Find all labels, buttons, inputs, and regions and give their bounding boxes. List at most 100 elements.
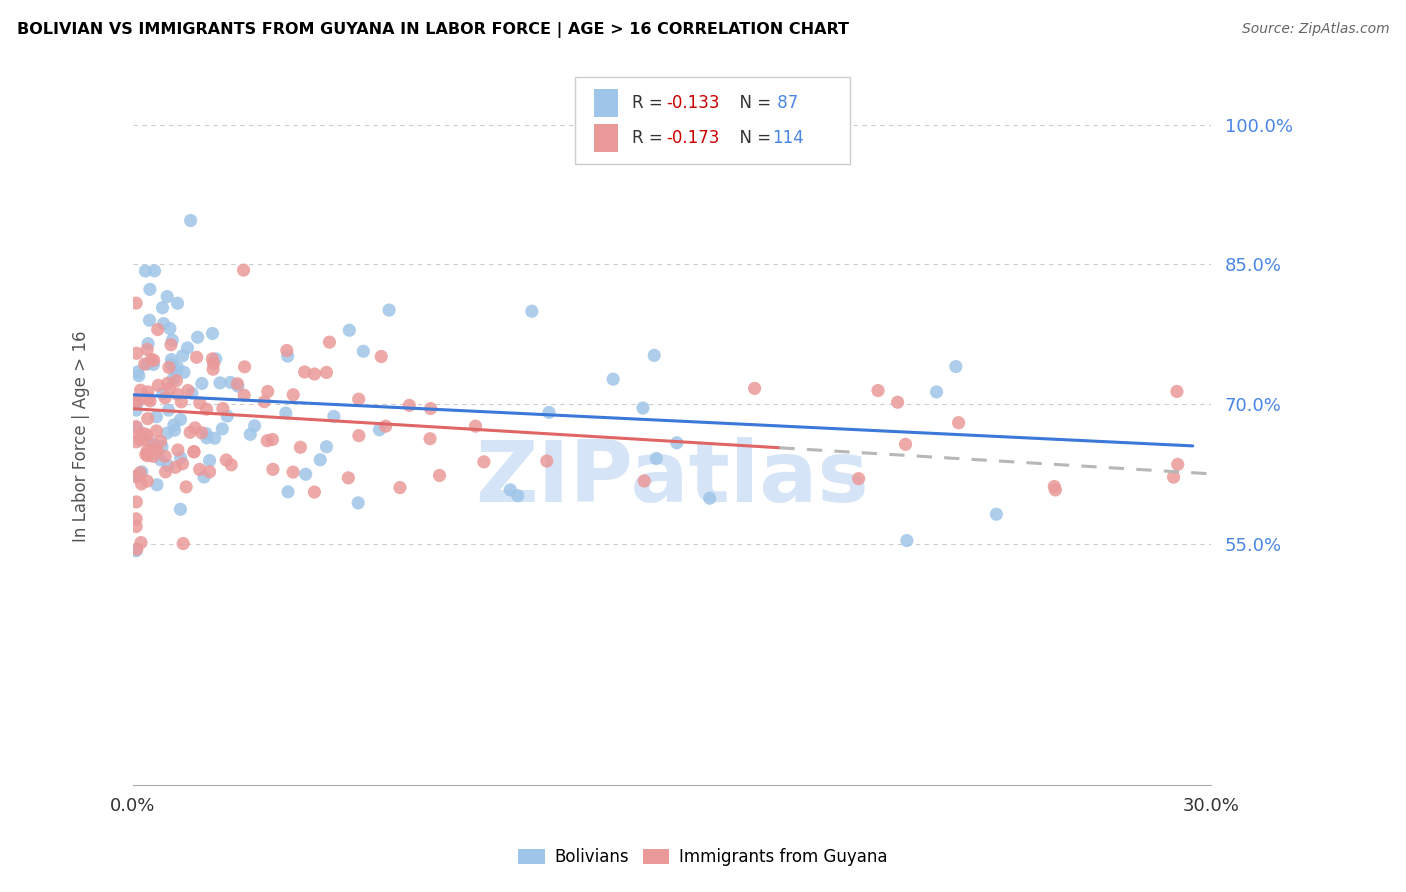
Point: [146, 477, 169, 491]
Point: [290, 440, 312, 454]
Point: [173, 365, 195, 379]
Point: [217, 409, 239, 423]
Point: [139, 393, 162, 408]
Point: [125, 296, 148, 310]
Point: [665, 435, 688, 450]
Point: [150, 440, 173, 454]
Point: [125, 403, 148, 417]
Point: [232, 263, 254, 277]
Point: [294, 467, 316, 482]
Point: [1166, 384, 1188, 399]
Point: [129, 383, 152, 397]
Point: [139, 282, 162, 296]
Point: [633, 474, 655, 488]
Point: [166, 387, 188, 401]
Point: [177, 384, 200, 398]
Point: [283, 388, 305, 402]
Point: [165, 374, 187, 388]
Point: [146, 443, 169, 458]
FancyBboxPatch shape: [593, 124, 617, 152]
Point: [304, 485, 326, 500]
Point: [145, 424, 167, 438]
Point: [195, 402, 218, 417]
Point: [337, 323, 360, 337]
Point: [499, 483, 522, 497]
Point: [157, 458, 180, 473]
Point: [219, 458, 242, 472]
Text: BOLIVIAN VS IMMIGRANTS FROM GUYANA IN LABOR FORCE | AGE > 16 CORRELATION CHART: BOLIVIAN VS IMMIGRANTS FROM GUYANA IN LA…: [17, 22, 849, 38]
Point: [157, 360, 180, 375]
Point: [195, 431, 218, 445]
Point: [136, 357, 159, 371]
Point: [211, 422, 233, 436]
Point: [419, 432, 441, 446]
Point: [253, 394, 276, 409]
Point: [127, 393, 149, 408]
Point: [142, 436, 165, 450]
Point: [143, 264, 166, 278]
Text: N =: N =: [728, 129, 776, 147]
Point: [204, 351, 226, 366]
Point: [1163, 470, 1185, 484]
Point: [167, 442, 190, 457]
Text: N =: N =: [728, 94, 776, 112]
Point: [146, 322, 169, 336]
Point: [201, 351, 224, 366]
Point: [945, 359, 967, 374]
Point: [472, 455, 495, 469]
Point: [135, 448, 157, 462]
Point: [188, 396, 211, 410]
Point: [127, 365, 149, 379]
Point: [226, 379, 249, 393]
Point: [398, 398, 420, 412]
Point: [309, 452, 332, 467]
Point: [136, 336, 159, 351]
Point: [1045, 483, 1067, 497]
Point: [180, 213, 202, 227]
Point: [184, 421, 207, 435]
Point: [198, 453, 221, 467]
Point: [153, 450, 176, 464]
Point: [163, 423, 186, 437]
Point: [155, 465, 177, 479]
Point: [315, 366, 337, 380]
Point: [153, 391, 176, 405]
Point: [152, 386, 174, 401]
Point: [180, 386, 202, 401]
Point: [149, 434, 172, 449]
Point: [378, 303, 401, 318]
Point: [429, 468, 451, 483]
Point: [172, 457, 194, 471]
Point: [347, 496, 370, 510]
Point: [233, 359, 256, 374]
Point: [631, 401, 654, 415]
Text: R =: R =: [631, 94, 668, 112]
Point: [347, 392, 370, 406]
Point: [169, 450, 191, 465]
Point: [156, 426, 179, 441]
Point: [127, 395, 149, 409]
Point: [165, 365, 187, 379]
Point: [193, 470, 215, 484]
Point: [134, 264, 156, 278]
Point: [145, 409, 167, 424]
Point: [136, 449, 159, 463]
Point: [520, 304, 543, 318]
Point: [352, 344, 374, 359]
Point: [145, 442, 167, 457]
Point: [131, 465, 153, 479]
Point: [125, 519, 148, 533]
Point: [125, 542, 148, 557]
Point: [374, 419, 396, 434]
Point: [276, 343, 298, 358]
Point: [129, 433, 152, 447]
Point: [128, 368, 150, 383]
Point: [274, 406, 297, 420]
Point: [125, 421, 148, 435]
Point: [125, 495, 148, 509]
Point: [136, 384, 159, 399]
Point: [347, 428, 370, 442]
Point: [136, 444, 159, 458]
Text: R =: R =: [631, 129, 668, 147]
Point: [212, 401, 235, 416]
